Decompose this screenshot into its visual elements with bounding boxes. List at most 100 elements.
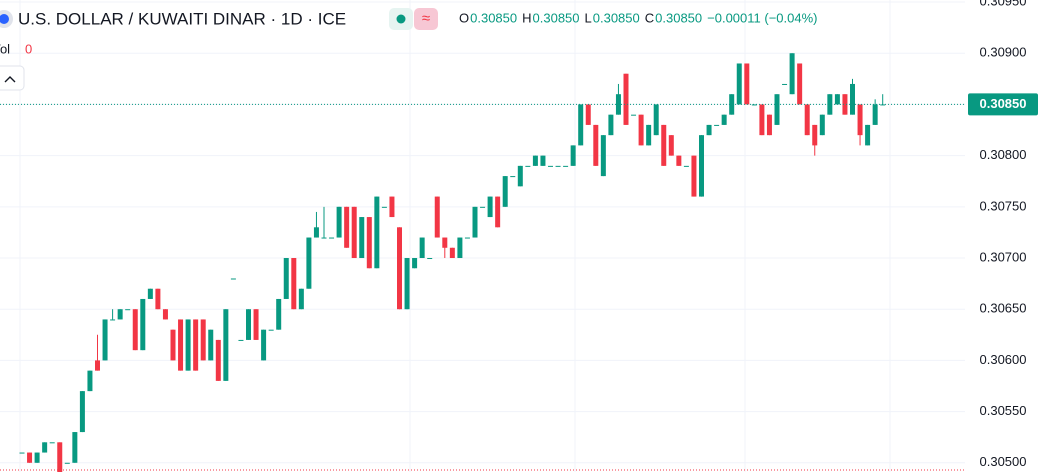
candle-body [774, 94, 780, 125]
candle-body [42, 442, 48, 453]
candle-body [185, 319, 191, 371]
ohlc-value: 0.30850 [655, 10, 702, 25]
candle-body [19, 452, 25, 454]
candle-body [291, 258, 297, 310]
delayed-icon: ≈ [422, 10, 430, 27]
candle-body [321, 237, 327, 239]
candle-body [812, 124, 818, 146]
candle-body [646, 124, 652, 146]
candle-body [457, 237, 463, 259]
y-tick-label: 0.30700 [980, 249, 1027, 264]
candle-body [631, 114, 637, 116]
candle-body [751, 104, 757, 106]
y-tick-label: 0.30500 [980, 454, 1027, 469]
candle-body [744, 63, 750, 105]
candle-body [336, 206, 342, 238]
grid [0, 0, 965, 472]
candle-body [578, 104, 584, 146]
candle-body [170, 329, 176, 361]
candle-body [714, 124, 720, 126]
candle-body [132, 309, 138, 351]
candle-body [381, 206, 387, 208]
candle-body [412, 258, 418, 269]
candle-body [842, 94, 848, 115]
y-tick-label: 0.30900 [980, 45, 1027, 60]
candle-body [563, 165, 569, 167]
candle-body [147, 288, 153, 299]
candle-body [464, 237, 470, 239]
candle-body [313, 227, 319, 238]
candle-body [653, 104, 659, 136]
candle-body [472, 206, 478, 238]
last-price-label: 0.30850 [980, 96, 1027, 111]
candle-body [608, 114, 614, 136]
candle-body [442, 237, 448, 248]
candle-body [759, 104, 765, 136]
candle-body [729, 94, 735, 115]
market-open-dot [396, 14, 406, 24]
candle-body [510, 176, 516, 178]
ohlc-value: 0.30850 [533, 10, 580, 25]
candles [0, 53, 965, 472]
candle-body [72, 432, 78, 463]
candle-body [246, 309, 251, 340]
candle-body [230, 278, 236, 280]
candle-body [540, 155, 546, 166]
candle-body [661, 124, 667, 166]
candle-body [548, 165, 553, 167]
candle-body [193, 319, 199, 371]
candle-body [298, 288, 304, 310]
candle-body [872, 104, 878, 125]
candle-body [525, 165, 531, 167]
y-tick-label: 0.30600 [980, 352, 1027, 367]
candle-body [351, 206, 357, 259]
candle-body [736, 63, 742, 105]
candle-body [389, 196, 395, 218]
candle-body [850, 83, 855, 115]
ohlc-value: 0.30850 [470, 10, 517, 25]
candle-body [419, 237, 425, 259]
candle-body [480, 206, 486, 208]
candle-body [532, 155, 538, 166]
candle-body [487, 196, 493, 218]
candle-body [819, 114, 825, 136]
candle-body [570, 145, 576, 166]
candle-body [593, 124, 599, 166]
candle-body [162, 309, 168, 320]
y-tick-label: 0.30550 [980, 403, 1027, 418]
candle-body [344, 206, 350, 248]
candle-body [834, 94, 840, 105]
candle-body [140, 298, 146, 351]
symbol-icon [0, 14, 9, 24]
candle-body [57, 442, 63, 472]
ohlc-key: C [645, 10, 654, 25]
candle-body [502, 176, 508, 207]
candle-body [359, 217, 365, 259]
candle-body [699, 135, 704, 197]
candle-body [34, 452, 40, 463]
ohlc-value: 0.30850 [593, 10, 640, 25]
collapse-icon [4, 76, 16, 83]
candle-body [638, 114, 644, 146]
candle-body [555, 165, 561, 167]
candle-body [155, 288, 161, 310]
candle-body [427, 258, 433, 260]
candle-body [64, 462, 70, 464]
candle-body [865, 124, 871, 146]
y-tick-label: 0.30650 [980, 301, 1027, 316]
volume-label: Vol [0, 41, 10, 56]
candle-body [374, 196, 380, 269]
delayed-button[interactable] [414, 8, 438, 30]
candle-body [449, 247, 455, 259]
candle-body [721, 114, 727, 125]
candle-body [208, 329, 214, 361]
y-tick-label: 0.30800 [980, 147, 1027, 162]
candle-body [110, 319, 116, 321]
candle-body [600, 135, 606, 177]
candle-body [276, 298, 282, 330]
candle-body [668, 135, 674, 156]
ohlc-legend: O 0.30850 H 0.30850 L 0.30850 C 0.30850 −0.00011… [459, 10, 817, 25]
collapse-button[interactable] [0, 65, 25, 91]
ohlc-key: H [522, 10, 531, 25]
